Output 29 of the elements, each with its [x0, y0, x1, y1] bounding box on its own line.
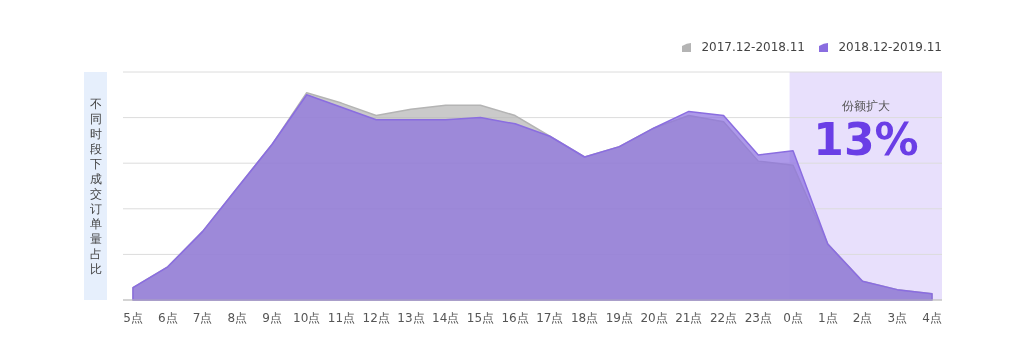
x-tick-label: 8点	[227, 311, 248, 325]
x-tick-label: 7点	[192, 311, 213, 325]
x-tick-label: 4点	[922, 311, 942, 325]
x-tick-label: 22点	[709, 311, 738, 325]
x-tick-label: 13点	[397, 311, 425, 325]
x-tick-label: 1点	[817, 311, 838, 325]
x-tick-label: 10点	[293, 311, 321, 325]
x-tick-label: 0点	[783, 311, 803, 325]
x-tick-label: 3点	[887, 311, 908, 325]
text: 不同时段下成交订单量占比	[90, 96, 102, 276]
x-tick-label: 19点	[605, 311, 633, 325]
x-tick-label: 9点	[262, 311, 282, 325]
x-tick-label: 20点	[640, 311, 668, 325]
legend-label: 2018.12-2019.11	[838, 40, 942, 54]
x-tick-label: 17点	[536, 311, 564, 325]
x-tick-label: 18点	[570, 311, 599, 325]
x-tick-label: 2点	[852, 311, 873, 325]
x-tick-label: 15点	[466, 311, 495, 325]
legend-label: 2017.12-2018.11	[701, 40, 805, 54]
annotation: 13%	[813, 114, 919, 165]
x-tick-label: 14点	[432, 311, 460, 325]
x-tick-label: 23点	[744, 311, 772, 325]
x-tick-label: 16点	[501, 311, 529, 325]
band-label: 份额扩大	[841, 99, 890, 113]
x-tick-label: 6点	[157, 311, 178, 325]
x-tick-label: 21点	[675, 311, 703, 325]
x-tick-label: 12点	[362, 311, 390, 325]
x-tick-label: 5点	[123, 311, 143, 325]
x-tick-label: 11点	[327, 311, 356, 325]
